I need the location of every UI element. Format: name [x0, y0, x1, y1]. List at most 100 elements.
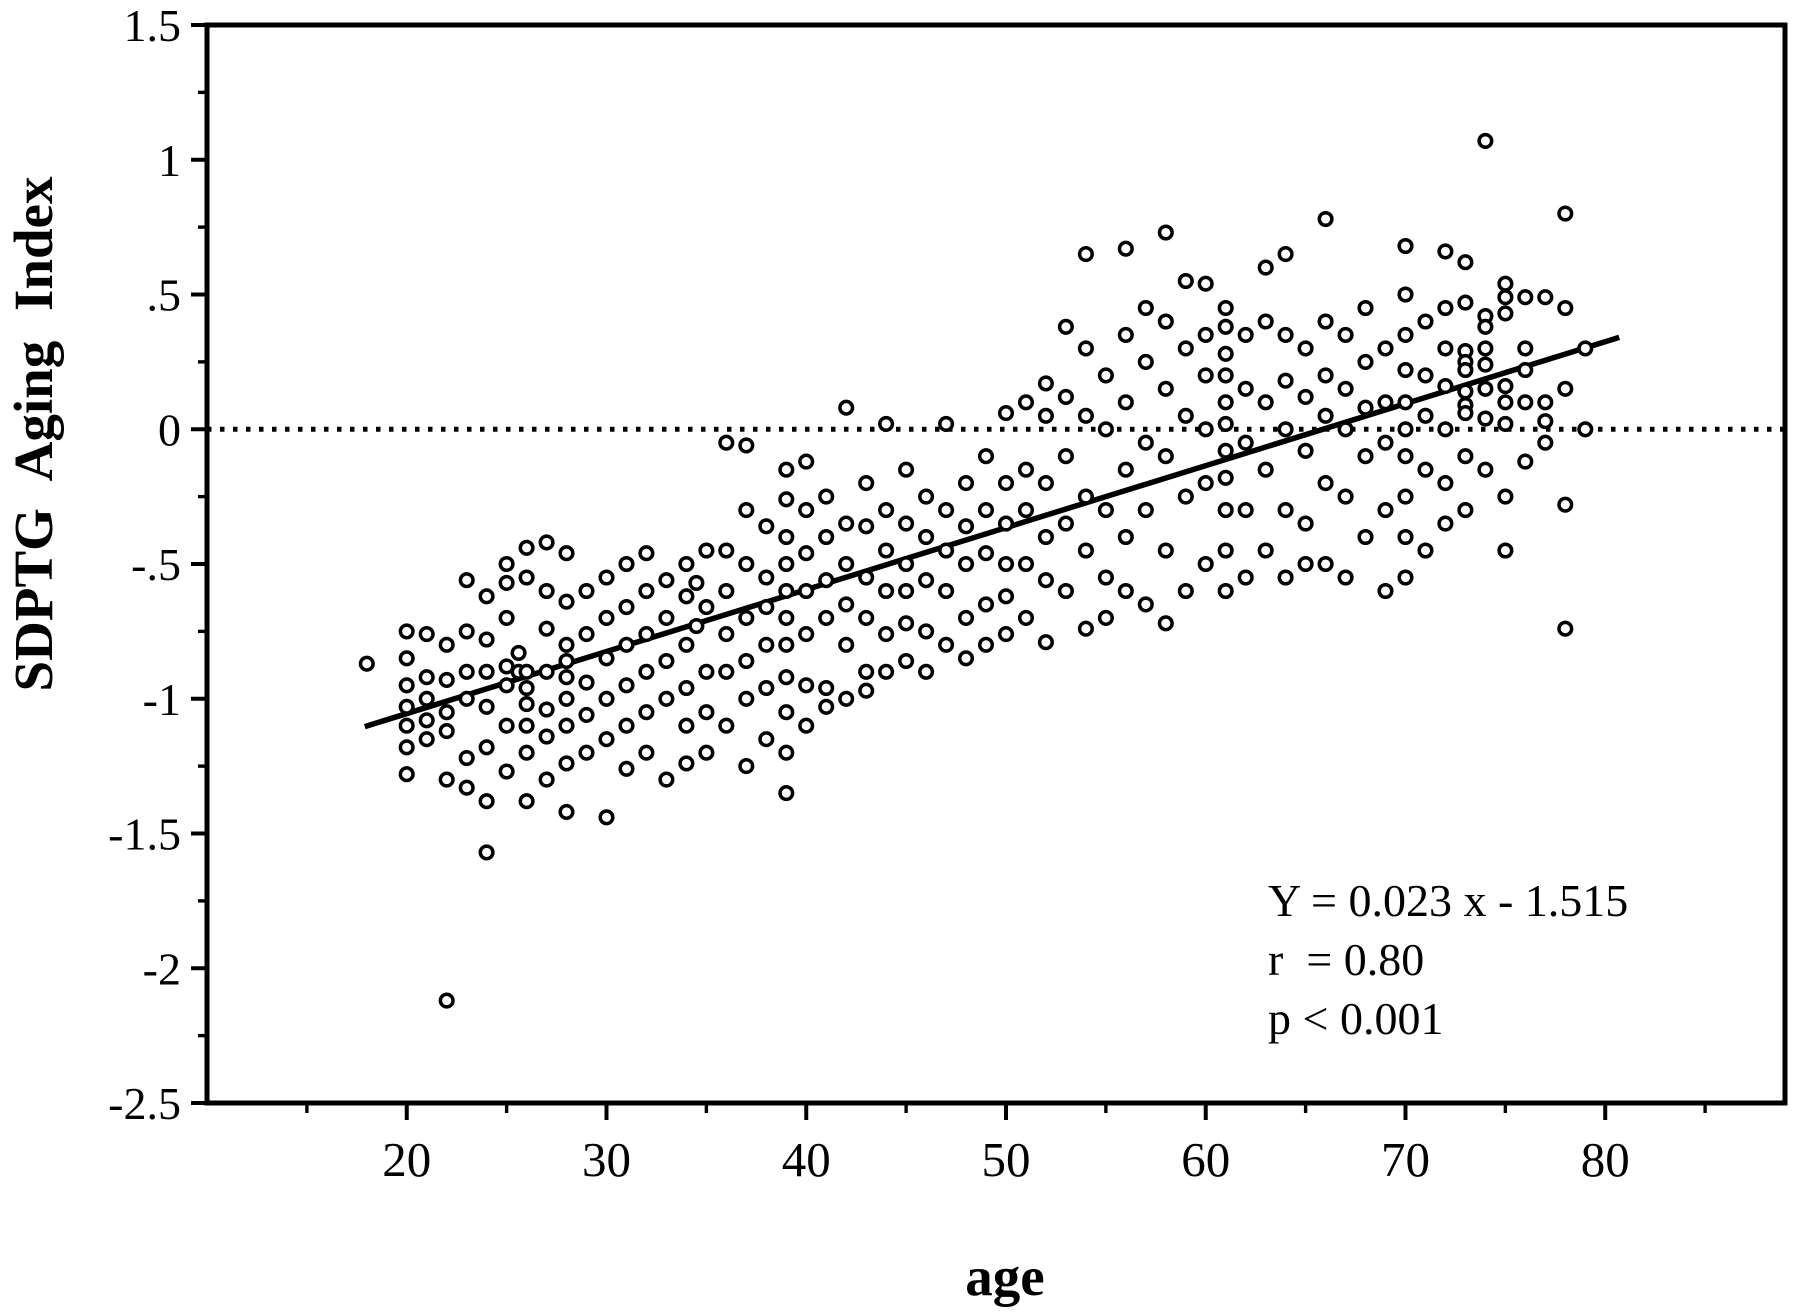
data-point: [398, 677, 415, 694]
data-point: [398, 717, 415, 734]
data-point: [558, 717, 575, 734]
data-point: [718, 434, 735, 451]
data-point: [818, 609, 835, 626]
data-point: [1497, 378, 1514, 395]
data-point: [438, 723, 455, 740]
data-point: [1237, 502, 1254, 519]
data-point: [1297, 388, 1314, 405]
data-point: [1097, 367, 1114, 384]
data-point: [738, 652, 755, 670]
data-point: [1477, 132, 1494, 149]
data-point: [738, 690, 755, 707]
data-point: [598, 690, 615, 707]
data-point: [858, 609, 875, 626]
data-point: [1577, 421, 1594, 438]
data-point: [1457, 361, 1474, 379]
data-point: [1037, 475, 1054, 492]
data-point: [578, 582, 595, 600]
data-point: [758, 569, 775, 586]
data-point: [1217, 299, 1234, 317]
data-point: [1477, 340, 1494, 357]
data-point: [358, 655, 375, 672]
data-point: [898, 615, 915, 632]
data-point: [977, 596, 995, 613]
data-point: [678, 755, 695, 772]
data-point: [518, 744, 535, 761]
data-point: [498, 609, 515, 626]
data-point: [478, 698, 495, 715]
data-point: [1057, 448, 1074, 465]
data-point: [1277, 421, 1294, 438]
data-point: [918, 528, 935, 546]
data-point: [398, 739, 415, 756]
data-point: [1537, 413, 1554, 430]
data-point: [1557, 620, 1574, 637]
data-point: [498, 555, 515, 573]
data-point: [1417, 367, 1434, 384]
data-point: [798, 626, 815, 643]
data-point: [1217, 367, 1234, 384]
x-tick-label: 70: [1381, 1132, 1430, 1187]
data-point: [997, 588, 1015, 605]
data-point: [1277, 569, 1294, 586]
y-tick-label: -2.5: [108, 1078, 181, 1129]
data-point: [778, 582, 795, 600]
data-point: [1357, 299, 1374, 317]
data-point: [878, 663, 895, 680]
data-point: [1377, 394, 1394, 411]
data-point: [1237, 380, 1254, 397]
data-point: [1397, 394, 1414, 411]
y-tick-label: .5: [147, 270, 182, 321]
data-point: [1157, 380, 1174, 397]
data-point: [878, 502, 895, 519]
data-point: [1117, 394, 1134, 411]
data-point: [718, 663, 735, 680]
data-point: [418, 626, 435, 643]
data-point: [918, 623, 935, 640]
data-point: [558, 636, 575, 653]
data-point: [778, 704, 795, 721]
stats-annotation: Y = 0.023 x - 1.515 r = 0.80 p < 0.001: [1268, 875, 1628, 1044]
data-point: [1097, 569, 1114, 586]
data-point: [977, 448, 995, 465]
data-point: [1197, 367, 1214, 384]
data-point: [698, 663, 715, 680]
data-point: [1037, 634, 1054, 651]
data-point: [578, 744, 595, 761]
data-point: [1237, 326, 1254, 343]
data-point: [798, 717, 815, 734]
data-point: [1277, 246, 1294, 263]
data-point: [1457, 383, 1474, 400]
data-point: [1117, 461, 1134, 478]
data-point: [1257, 461, 1274, 478]
data-point: [1057, 318, 1074, 335]
data-point: [918, 572, 935, 589]
data-point: [1477, 356, 1494, 373]
data-point: [1317, 407, 1334, 424]
data-point: [938, 582, 955, 600]
data-point: [1437, 299, 1454, 317]
data-point: [438, 671, 455, 688]
data-point: [1217, 394, 1234, 411]
data-point: [1197, 421, 1214, 438]
y-tick-label: -.5: [131, 539, 181, 590]
data-point: [898, 582, 915, 600]
data-point: [1457, 405, 1474, 422]
data-point: [1157, 224, 1174, 241]
data-point: [1557, 299, 1574, 317]
data-point: [1437, 475, 1454, 492]
data-point: [1057, 515, 1074, 532]
data-point: [997, 405, 1015, 422]
data-point: [598, 650, 615, 667]
data-point: [478, 663, 495, 680]
data-point: [1177, 582, 1194, 600]
y-tick-label: 0: [158, 404, 181, 455]
data-point: [1377, 582, 1394, 600]
data-point: [1037, 407, 1054, 424]
y-tick-label: 1: [158, 135, 181, 186]
data-point: [918, 488, 935, 505]
data-point: [1477, 318, 1494, 335]
data-point: [618, 717, 635, 734]
data-point: [1497, 542, 1514, 559]
data-point: [498, 717, 515, 734]
